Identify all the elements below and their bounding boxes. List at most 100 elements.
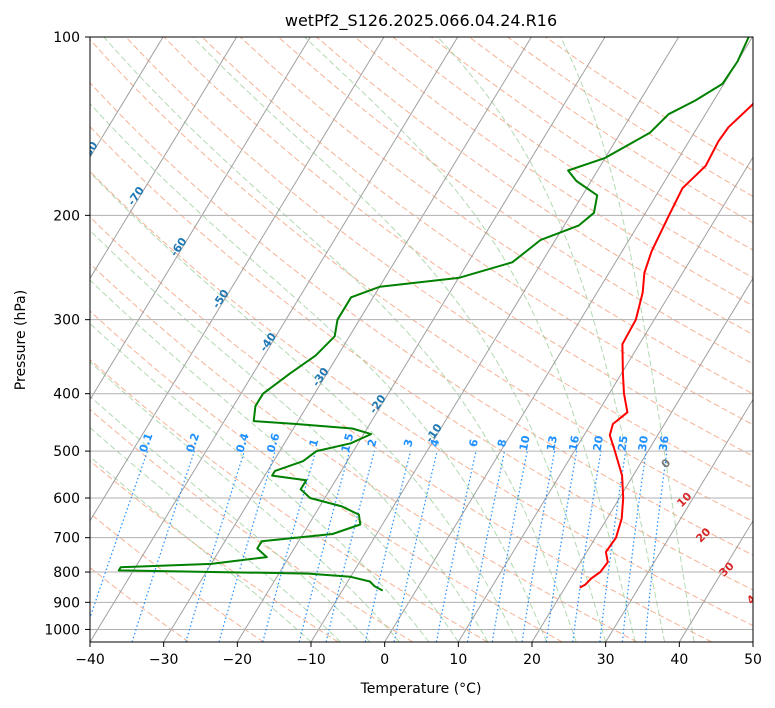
moist-adiabat-label: -80 xyxy=(79,139,101,163)
x-tick-label: 40 xyxy=(670,652,688,668)
y-tick-label: 100 xyxy=(53,30,80,46)
mixing-ratio-line xyxy=(621,451,647,642)
y-tick-label: 300 xyxy=(53,313,80,329)
mixing-ratio-label: 0.4 xyxy=(234,431,252,454)
x-tick-label: −10 xyxy=(296,652,326,668)
isotherm-line xyxy=(678,519,753,642)
dry-adiabat-line xyxy=(90,170,753,627)
moist-adiabat-line xyxy=(90,322,430,642)
mixing-ratio-line xyxy=(185,450,245,642)
mixing-ratio-label: 1 xyxy=(307,437,322,448)
mixing-ratio-label: 0.6 xyxy=(264,431,282,454)
mixing-ratio-line xyxy=(599,451,627,642)
moist-adiabat-line xyxy=(560,37,695,642)
x-tick-label: 10 xyxy=(449,652,467,668)
mixing-ratio-label: 13 xyxy=(544,435,560,452)
mixing-ratio-label: 16 xyxy=(567,434,583,452)
y-tick-label: 400 xyxy=(53,387,80,403)
dry-adiabat-line xyxy=(125,37,753,489)
isotherm-line xyxy=(236,37,606,642)
isotherm-line xyxy=(90,37,385,522)
profile-series xyxy=(117,37,753,592)
x-tick-label: 20 xyxy=(523,652,541,668)
isotherm-line xyxy=(163,37,532,642)
moist-adiabat-line xyxy=(90,229,489,642)
dry-adiabat-line xyxy=(316,37,753,336)
dry-adiabat-line xyxy=(90,125,753,591)
moist-adiabat-line xyxy=(90,426,341,642)
isotherm-line xyxy=(384,37,753,642)
moist-adiabat-line xyxy=(90,279,459,642)
mixing-ratio-line xyxy=(644,451,668,642)
mixing-ratio-line xyxy=(262,450,317,642)
isotherm-line xyxy=(90,37,459,642)
isotherm-line xyxy=(605,398,753,642)
x-tick-label: −40 xyxy=(75,652,105,668)
mixing-ratio-label: 30 xyxy=(636,435,651,452)
mixing-ratio-line xyxy=(298,450,351,642)
mixing-ratio-label: 0.1 xyxy=(137,431,156,454)
y-axis-ticks: 100 200 300 400 500 600 700 800 900 1000 xyxy=(44,30,90,638)
plot-frame xyxy=(89,36,754,643)
moist-adiabat-line xyxy=(90,395,371,642)
mixing-ratio-line xyxy=(545,450,578,642)
moist-adiabat-line xyxy=(192,37,607,642)
moist-adiabat-line xyxy=(304,37,636,642)
y-axis-label: Pressure (hPa) xyxy=(13,290,29,390)
mixing-ratio-line xyxy=(572,450,602,642)
mixing-ratio-label: 20 xyxy=(591,434,606,452)
mixing-ratio-label: 1.5 xyxy=(339,432,357,454)
temperature-profile-line xyxy=(579,101,753,589)
moist-adiabat-line xyxy=(90,361,400,642)
mixing-ratio-label: 3 xyxy=(401,438,415,449)
plot-area: 0.10.20.40.611.52346810131620253036-100-… xyxy=(79,37,764,642)
mixing-ratio-label: 25 xyxy=(615,435,630,452)
dry-adiabat-line xyxy=(354,37,753,307)
moist-adiabat-line xyxy=(90,171,518,642)
dry-adiabat-line xyxy=(90,310,563,642)
mixing-ratio-label: 8 xyxy=(495,438,509,448)
dewpoint-profile-line xyxy=(117,37,750,592)
moist-adiabat-line xyxy=(103,37,577,642)
x-axis-label: Temperature (°C) xyxy=(360,681,482,697)
x-tick-label: −30 xyxy=(149,652,179,668)
isotherm-line xyxy=(310,37,680,642)
y-tick-label: 200 xyxy=(53,208,80,224)
mixing-ratio-label: 10 xyxy=(517,434,533,452)
mixing-ratio-line xyxy=(90,450,149,620)
dry-adiabat-line xyxy=(90,512,264,642)
isotherm-line xyxy=(90,37,164,159)
x-tick-label: 50 xyxy=(744,652,762,668)
y-tick-label: 1000 xyxy=(44,622,80,638)
dry-adiabat-line xyxy=(201,37,753,426)
dry-adiabat-label: 40 xyxy=(744,587,764,607)
y-tick-label: 600 xyxy=(53,491,80,507)
mixing-ratio-label: 4 xyxy=(428,437,443,448)
y-tick-label: 900 xyxy=(53,595,80,611)
dry-adiabat-line xyxy=(239,37,753,395)
isotherm-line xyxy=(457,156,753,642)
mixing-ratio-line xyxy=(364,450,412,642)
dry-adiabat-line xyxy=(90,460,339,642)
mixing-ratio-line xyxy=(393,450,438,642)
moist-adiabat-line xyxy=(437,37,666,642)
isotherm-line xyxy=(90,37,238,280)
isotherm-line xyxy=(90,37,311,401)
isotherms xyxy=(90,37,753,642)
x-tick-label: 30 xyxy=(597,652,615,668)
dry-adiabat-line xyxy=(278,37,753,365)
mixing-ratio-line xyxy=(218,450,276,642)
dry-adiabat-line xyxy=(90,358,488,642)
x-tick-label: −20 xyxy=(223,652,253,668)
mixing-ratio-label: 2 xyxy=(365,438,380,449)
y-tick-label: 800 xyxy=(53,565,80,581)
mixing-ratio-label: 36 xyxy=(657,435,672,452)
mixing-ratio-label: 6 xyxy=(467,438,481,449)
x-tick-label: 0 xyxy=(380,652,389,668)
y-tick-label: 700 xyxy=(53,531,80,547)
chart-title: wetPf2_S126.2025.066.04.24.R16 xyxy=(285,11,557,31)
moist-adiabats xyxy=(90,37,695,642)
y-tick-label: 500 xyxy=(53,444,80,460)
